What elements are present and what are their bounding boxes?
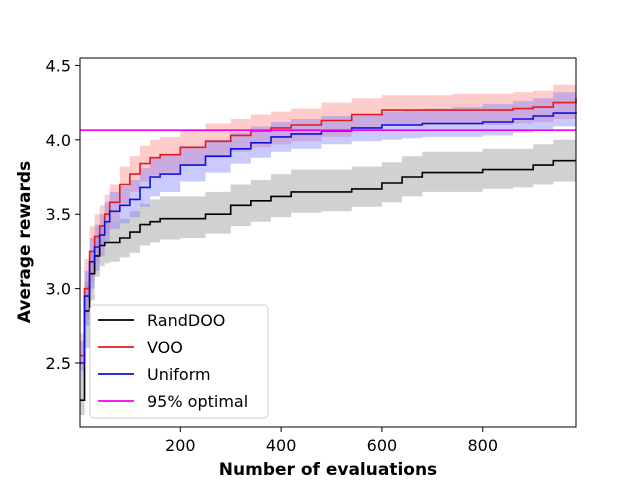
x-tick-label: 800 [467,436,498,455]
band-randdoo [80,139,576,416]
confidence-bands [80,75,576,416]
x-axis-ticks: 200 400 600 800 [165,427,498,455]
y-tick-label: 3.5 [46,205,71,224]
y-axis-label: Average rewards [15,161,35,323]
x-axis-label: Number of evaluations [219,460,437,480]
x-tick-label: 600 [367,436,398,455]
line-voo [80,98,577,357]
y-tick-label: 4.5 [46,56,71,75]
line-uniform [80,111,577,364]
band-uniform [80,90,576,378]
y-tick-label: 4.0 [46,131,71,150]
series-lines [80,98,577,401]
y-axis-ticks: 2.5 3.0 3.5 4.0 4.5 [46,56,80,373]
plot-frame [79,57,577,428]
legend-box [89,304,269,419]
legend-label-uniform: Uniform [147,365,211,384]
x-tick-label: 200 [165,436,196,455]
legend-label-randdoo: RandDOO [147,311,225,330]
y-tick-label: 3.0 [46,280,71,299]
line-randdoo [80,159,576,401]
x-tick-label: 400 [266,436,297,455]
band-voo [80,75,576,371]
legend: RandDOO VOO Uniform 95% optimal [89,304,269,419]
y-tick-label: 2.5 [46,354,71,373]
legend-label-voo: VOO [147,338,183,357]
legend-label-95-optimal: 95% optimal [147,392,248,411]
